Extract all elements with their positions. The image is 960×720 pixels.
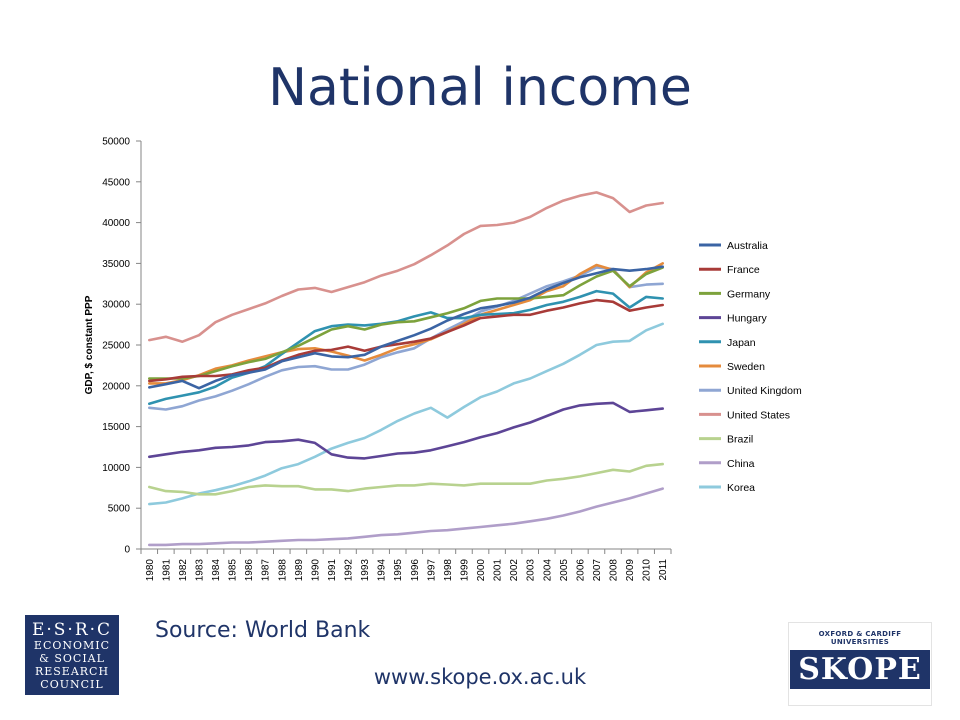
x-tick-label: 1995 (393, 559, 404, 582)
series-line-china (148, 487, 665, 547)
y-tick-label: 50000 (102, 137, 130, 148)
legend-label-hungary: Hungary (727, 313, 767, 325)
legend-label-brazil: Brazil (727, 434, 753, 446)
x-tick-label: 2001 (493, 559, 504, 582)
x-tick-label: 2006 (575, 559, 586, 582)
y-axis-title: GDP, $ constant PPP (84, 295, 95, 394)
x-tick-label: 1993 (360, 559, 371, 582)
y-tick-label: 15000 (102, 422, 130, 433)
x-tick-label: 1988 (277, 559, 288, 582)
y-tick-label: 40000 (102, 218, 130, 229)
esrc-logo-line: ECONOMIC (33, 639, 111, 652)
legend-label-korea: Korea (727, 482, 755, 494)
x-tick-label: 1986 (244, 559, 255, 582)
esrc-logo-line: & SOCIAL (39, 652, 105, 665)
x-tick-label: 2008 (609, 559, 620, 582)
website-url[interactable]: www.skope.ox.ac.uk (373, 665, 587, 689)
legend-label-france: France (727, 264, 760, 276)
chart-axes: 0 5000 10000 15000 20000 25000 30000 35000 40000… (84, 137, 672, 582)
y-tick-label: 10000 (102, 463, 130, 474)
skope-logo-university: OXFORD & CARDIFF UNIVERSITIES (818, 630, 902, 646)
series-line-korea (148, 322, 665, 506)
x-tick-label: 1990 (310, 559, 321, 582)
x-tick-label: 2000 (476, 559, 487, 582)
source-note: Source: World Bank (155, 618, 371, 643)
legend-label-australia: Australia (727, 240, 768, 252)
y-tick-label: 0 (124, 545, 130, 556)
chart-legend: Australia France Germany Hungary Japan Sweden… (699, 240, 802, 494)
legend-label-china: China (727, 458, 755, 470)
x-tick-label: 1983 (194, 559, 205, 582)
legend-label-japan: Japan (727, 337, 756, 349)
legend-label-united-kingdom: United Kingdom (727, 385, 802, 397)
esrc-logo: E·S·R·C ECONOMIC & SOCIAL RESEARCH COUNC… (25, 615, 119, 695)
x-tick-label: 1992 (344, 559, 355, 582)
legend-label-sweden: Sweden (727, 361, 765, 373)
skope-logo-word: SKOPE (790, 650, 930, 689)
chart-series-lines (148, 191, 665, 547)
line-chart: 0 5000 10000 15000 20000 25000 30000 35000 40000… (84, 137, 802, 582)
y-tick-label: 30000 (102, 300, 130, 311)
x-tick-label: 1999 (459, 559, 470, 582)
x-tick-label: 1991 (327, 559, 338, 582)
x-tick-label: 1981 (161, 559, 172, 582)
y-tick-label: 5000 (108, 504, 131, 515)
x-tick-label: 2005 (559, 559, 570, 582)
y-tick-label: 25000 (102, 341, 130, 352)
x-tick-label: 1994 (377, 559, 388, 582)
series-line-hungary (148, 401, 665, 460)
x-tick-label: 1985 (228, 559, 239, 582)
legend-label-germany: Germany (727, 288, 771, 300)
series-line-japan (148, 289, 665, 406)
y-tick-label: 45000 (102, 177, 130, 188)
series-line-united-states (148, 191, 665, 344)
x-tick-label: 1987 (261, 559, 272, 582)
y-tick-label: 35000 (102, 259, 130, 270)
x-tick-label: 2002 (509, 559, 520, 582)
slide-title: National income (268, 58, 692, 118)
series-line-germany (148, 266, 665, 380)
series-line-australia (148, 265, 665, 390)
y-tick-label: 20000 (102, 381, 130, 392)
x-tick-label: 1998 (443, 559, 454, 582)
x-tick-label: 1996 (410, 559, 421, 582)
x-tick-label: 2003 (526, 559, 537, 582)
x-tick-label: 1997 (426, 559, 437, 582)
esrc-logo-line: E·S·R·C (31, 620, 113, 640)
x-tick-label: 1989 (294, 559, 305, 582)
x-tick-label: 1984 (211, 559, 222, 582)
esrc-logo-line: COUNCIL (40, 678, 104, 691)
esrc-logo-line: RESEARCH (34, 665, 110, 678)
x-tick-label: 2010 (642, 559, 653, 582)
x-tick-label: 1980 (145, 559, 156, 582)
x-tick-label: 2007 (592, 559, 603, 582)
x-tick-label: 2011 (658, 559, 669, 581)
series-line-brazil (148, 462, 665, 496)
x-tick-label: 2004 (542, 559, 553, 582)
x-tick-label: 2009 (625, 559, 636, 582)
x-tick-label: 1982 (178, 559, 189, 582)
skope-logo: OXFORD & CARDIFF UNIVERSITIES SKOPE (788, 622, 932, 706)
legend-label-united-states: United States (727, 409, 790, 421)
